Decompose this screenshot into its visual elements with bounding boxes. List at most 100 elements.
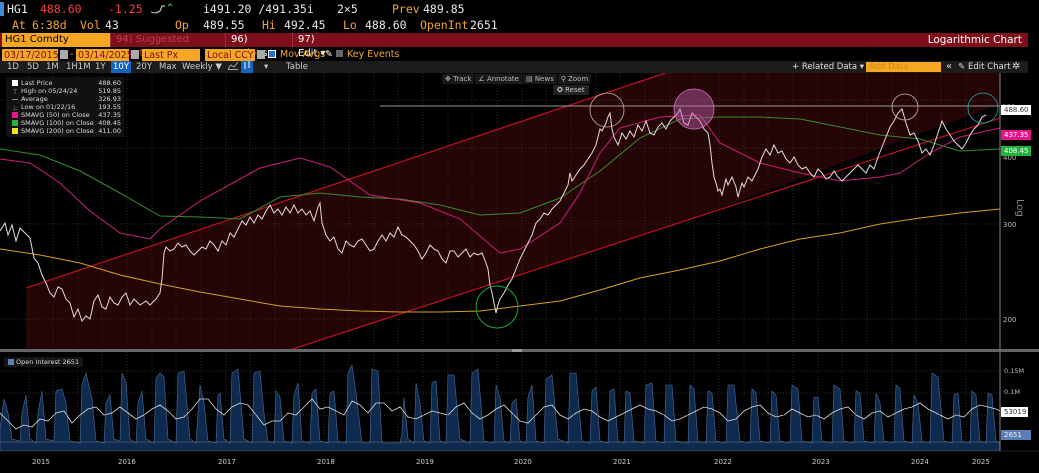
open-interest-area bbox=[0, 364, 1000, 451]
quote-size: 2×5 bbox=[337, 2, 358, 16]
currency-select[interactable]: Local CCY bbox=[205, 49, 255, 61]
calendar-icon[interactable] bbox=[131, 50, 139, 59]
legend-row-low: ⊥ Low on 01/22/16 193.55 bbox=[12, 103, 121, 112]
period-max[interactable]: Max bbox=[159, 62, 177, 72]
svg-text:200: 200 bbox=[1003, 316, 1016, 324]
legend-row-average: Average 326.93 bbox=[12, 95, 121, 103]
chart-toolbar: ✥ Track ∠ Annotate ▤ News ⚲ Zoom bbox=[442, 74, 592, 84]
open-interest-avg-line bbox=[0, 398, 1000, 430]
quote-at-label: At bbox=[12, 18, 26, 32]
start-date-input[interactable]: 03/17/2015 bbox=[2, 49, 59, 61]
period-1h1m[interactable]: 1H1M bbox=[66, 62, 91, 72]
bar-chart-icon[interactable] bbox=[241, 61, 253, 73]
sparkline-icon bbox=[150, 3, 178, 19]
price-field-select[interactable]: Last Px bbox=[142, 49, 200, 61]
news-button[interactable]: ▤ News bbox=[522, 74, 557, 84]
period-10y[interactable]: 10Y bbox=[111, 61, 132, 73]
title-bar: HG1 Comdty 94) Suggested Charts ▾ 96) Ac… bbox=[0, 33, 1028, 59]
quote-low-label: Lo bbox=[343, 18, 357, 32]
annotation-circle-2022-high[interactable] bbox=[673, 88, 715, 130]
oi-axis-ticks: 0.15M 0.1M bbox=[1004, 367, 1024, 396]
quote-open-label: Op bbox=[175, 18, 189, 32]
frequency-select[interactable]: Weekly ▼ bbox=[182, 62, 222, 72]
chart-area[interactable]: 500 400 300 200 Log 0.15M 0.1M Last Pric… bbox=[0, 73, 1039, 473]
period-1d[interactable]: 1D bbox=[7, 62, 19, 72]
legend-row-sma200: SMAVG (200) on Close 411.00 bbox=[12, 127, 121, 135]
chart-type-label: Logarithmic Chart bbox=[927, 34, 1022, 46]
annotation-circle-latest[interactable] bbox=[967, 92, 999, 124]
track-button[interactable]: ✥ Track bbox=[442, 74, 475, 84]
pencil-icon[interactable]: ✎ bbox=[958, 62, 966, 72]
y-axis-label: Log bbox=[1014, 199, 1025, 217]
quote-open: 489.55 bbox=[203, 18, 245, 32]
quote-change: -1.25 bbox=[108, 2, 143, 16]
legend-row-high: ꓔ High on 05/24/24 519.85 bbox=[13, 87, 121, 96]
quote-last-price: 488.60 bbox=[40, 2, 82, 16]
quote-prev: 489.85 bbox=[423, 2, 465, 16]
period-1y[interactable]: 1Y bbox=[95, 62, 106, 72]
price-bars bbox=[0, 107, 987, 323]
add-data-input[interactable]: Add Data bbox=[866, 62, 941, 72]
edit-chart-button[interactable]: Edit Chart bbox=[968, 62, 1011, 72]
chevron-down-icon[interactable] bbox=[257, 50, 265, 59]
x-axis: 2015 2016 2017 2018 2019 2020 2021 2022 … bbox=[32, 458, 990, 466]
period-row: 1D 5D 1M 1H1M 1Y 10Y 20Y Max Weekly ▼ ▾ … bbox=[0, 61, 1028, 73]
annotation-circle-2024-high[interactable] bbox=[891, 93, 919, 121]
annotate-button[interactable]: ∠ Annotate bbox=[475, 74, 522, 84]
channel-upper-line bbox=[25, 73, 667, 289]
gear-icon[interactable]: ✲ bbox=[1012, 61, 1021, 72]
table-button[interactable]: Table bbox=[286, 62, 308, 72]
sma200-line bbox=[0, 208, 1000, 313]
open-interest-panel bbox=[0, 364, 1000, 451]
reset-button[interactable]: ✪ Reset bbox=[553, 85, 589, 95]
svg-text:0.1M: 0.1M bbox=[1004, 388, 1020, 396]
quote-high-label: Hi bbox=[262, 18, 276, 32]
panel-resize-handle[interactable] bbox=[512, 349, 522, 352]
quote-time: 6:38d bbox=[32, 18, 67, 32]
suggested-charts-button[interactable]: 94) Suggested Charts ▾ bbox=[110, 33, 225, 59]
oi-average-tag: 53019 bbox=[1001, 407, 1029, 417]
quote-bid-ask: i491.20 /491.35i bbox=[203, 2, 314, 16]
security-input[interactable]: HG1 Comdty bbox=[2, 33, 110, 47]
channel-lower-line bbox=[291, 117, 1000, 349]
annotation-circle-2021-high[interactable] bbox=[589, 92, 625, 128]
quote-vol: 43 bbox=[105, 18, 119, 32]
svg-text:400: 400 bbox=[1003, 154, 1016, 162]
actions-menu[interactable]: 96) Actions ▾ bbox=[225, 33, 292, 59]
sma50-price-tag: 437.35 bbox=[1001, 130, 1031, 140]
related-data-button[interactable]: + Related Data ▾ bbox=[792, 62, 865, 72]
quote-prev-label: Prev bbox=[392, 2, 420, 16]
chevron-down-icon[interactable]: ▾ bbox=[264, 62, 269, 72]
zoom-button[interactable]: ⚲ Zoom bbox=[557, 74, 592, 84]
sma100-line bbox=[0, 116, 1000, 220]
sma50-line bbox=[0, 114, 1000, 254]
quote-ticker: HG1 bbox=[7, 2, 28, 16]
quote-header: HG1 488.60 -1.25 i491.20 /491.35i 2×5 Pr… bbox=[0, 0, 1039, 33]
key-events-label[interactable]: Key Events bbox=[347, 49, 400, 60]
svg-text:0.15M: 0.15M bbox=[1004, 367, 1024, 375]
pencil-icon[interactable]: ✎ bbox=[325, 49, 333, 60]
svg-text:300: 300 bbox=[1003, 221, 1016, 229]
open-interest-legend[interactable]: Open Interest 2651 bbox=[4, 357, 84, 367]
calendar-icon[interactable] bbox=[60, 50, 68, 59]
annotation-circle-2020-low[interactable] bbox=[475, 285, 519, 329]
mov-avgs-label[interactable]: Mov Avgs bbox=[280, 49, 326, 60]
key-events-checkbox[interactable] bbox=[336, 50, 343, 57]
period-20y[interactable]: 20Y bbox=[136, 62, 153, 72]
collapse-icon[interactable]: « bbox=[946, 61, 953, 72]
period-5d[interactable]: 5D bbox=[27, 62, 39, 72]
sma100-price-tag: 408.45 bbox=[1001, 146, 1031, 156]
quote-oi: 2651 bbox=[470, 18, 498, 32]
end-date-input[interactable]: 03/14/2025 bbox=[76, 49, 133, 61]
line-chart-icon[interactable] bbox=[226, 61, 240, 73]
date-row: 03/17/2015 - 03/14/2025 Last Px Local CC… bbox=[0, 48, 1039, 62]
mov-avgs-checkbox[interactable] bbox=[268, 50, 276, 58]
last-price-tag: 488.60 bbox=[1001, 105, 1031, 115]
oi-last-tag: 2651 bbox=[1001, 430, 1031, 440]
period-1m[interactable]: 1M bbox=[46, 62, 59, 72]
edit-menu[interactable]: 97) Edit ▾ bbox=[292, 33, 340, 59]
legend-row-sma100: SMAVG (100) on Close 408.45 bbox=[12, 119, 121, 127]
quote-low: 488.60 bbox=[365, 18, 407, 32]
price-chart-svg: 500 400 300 200 Log 0.15M 0.1M bbox=[0, 73, 1039, 452]
chart-legend[interactable]: Last Price 488.60 ꓔ High on 05/24/24 519.85… bbox=[6, 77, 124, 137]
